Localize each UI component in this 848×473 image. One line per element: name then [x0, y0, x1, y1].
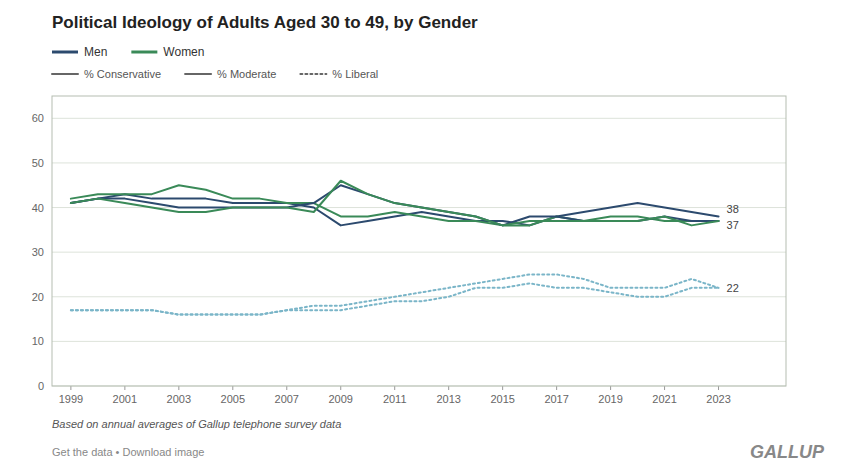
legend-label: % Liberal	[332, 68, 378, 80]
series-line	[71, 185, 719, 225]
x-tick	[70, 386, 71, 390]
x-tick-label: 2015	[490, 393, 514, 405]
x-tick-label: 2019	[598, 393, 622, 405]
grid-line	[52, 341, 786, 342]
y-tick-label: 40	[32, 202, 44, 214]
end-label: 37	[727, 219, 739, 231]
x-tick-label: 2009	[329, 393, 353, 405]
y-tick-label: 50	[32, 157, 44, 169]
legend-label: Women	[163, 45, 204, 59]
x-tick-label: 2003	[167, 393, 191, 405]
x-tick-label: 2007	[275, 393, 299, 405]
x-axis: 1999 2001 2003 2005 2007 2009 2011 2013 2015 2017…	[59, 386, 731, 405]
y-tick-label: 30	[32, 246, 44, 258]
plot-frame	[52, 96, 786, 386]
x-tick-label: 2013	[436, 393, 460, 405]
legend-swatch	[185, 73, 211, 75]
y-tick-label: 0	[38, 380, 44, 392]
legend: Men Women% Conservative % Moderate % Libera…	[52, 45, 378, 80]
source-links: Get the data • Download image	[52, 446, 204, 458]
x-tick	[610, 386, 611, 390]
legend-swatch	[52, 73, 78, 75]
series-line	[71, 181, 719, 226]
x-tick-label: 2005	[221, 393, 245, 405]
chart: Political Ideology of Adults Aged 30 to …	[0, 0, 848, 473]
x-tick-label: 2023	[706, 393, 730, 405]
x-tick-label: 2011	[383, 393, 407, 405]
legend-swatch	[52, 51, 78, 54]
series-line	[71, 274, 719, 314]
legend-label: % Moderate	[217, 68, 276, 80]
y-axis: 0 10 20 30 40 50 60	[32, 112, 786, 392]
x-tick-label: 2017	[544, 393, 568, 405]
title: Political Ideology of Adults Aged 30 to …	[52, 13, 478, 32]
y-tick-label: 20	[32, 291, 44, 303]
x-tick-label: 2021	[652, 393, 676, 405]
legend-label: Men	[84, 45, 107, 59]
series-line	[71, 185, 719, 225]
background	[0, 0, 848, 473]
end-label: 38	[727, 203, 739, 215]
x-tick-label: 1999	[59, 393, 83, 405]
x-tick	[502, 386, 503, 390]
y-tick-label: 10	[32, 335, 44, 347]
x-tick-label: 2001	[113, 393, 137, 405]
grid-line	[52, 118, 786, 119]
grid-line	[52, 296, 786, 297]
x-tick	[718, 386, 719, 390]
x-tick	[664, 386, 665, 390]
x-tick	[340, 386, 341, 390]
x-tick	[124, 386, 125, 390]
x-tick	[232, 386, 233, 390]
source: GALLUP	[750, 442, 825, 462]
grid-line	[52, 252, 786, 253]
lines	[71, 181, 719, 315]
x-tick	[286, 386, 287, 390]
legend-label: % Conservative	[84, 68, 161, 80]
x-tick	[394, 386, 395, 390]
legend-swatch	[300, 73, 326, 75]
x-tick	[178, 386, 179, 390]
footnote: Based on annual averages of Gallup telep…	[52, 418, 341, 430]
y-tick-label: 60	[32, 112, 44, 124]
end-label: 22	[727, 282, 739, 294]
legend-swatch	[131, 51, 157, 54]
grid-line	[52, 162, 786, 163]
x-tick	[556, 386, 557, 390]
x-tick	[448, 386, 449, 390]
